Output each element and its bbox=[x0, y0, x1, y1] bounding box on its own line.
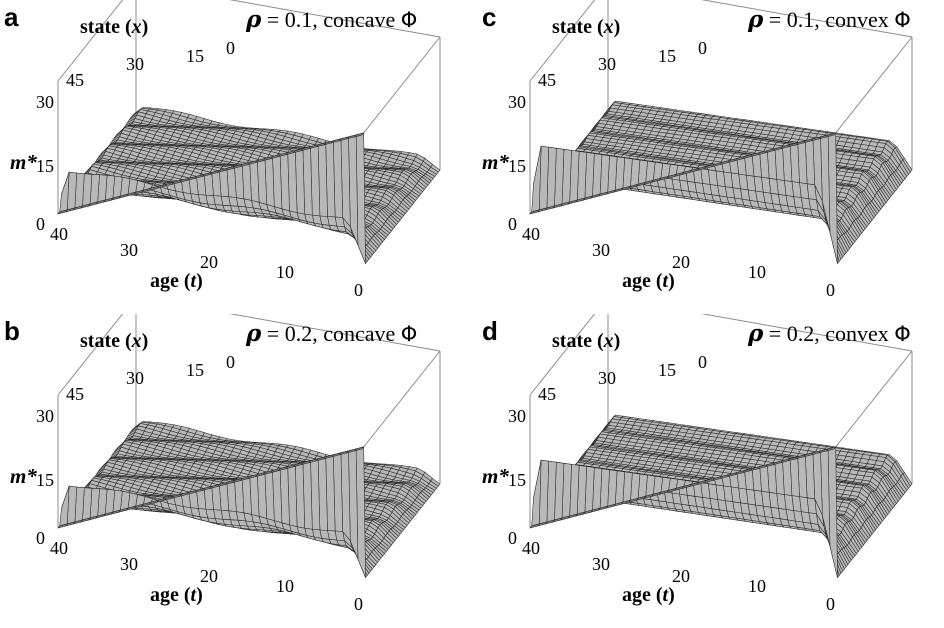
surface-mesh bbox=[57, 107, 441, 265]
age-tick: 30 bbox=[120, 240, 138, 260]
title-rho: ρ bbox=[246, 320, 262, 347]
age-tick: 40 bbox=[50, 224, 68, 244]
state-tick: 15 bbox=[186, 360, 204, 380]
box-edge bbox=[700, 0, 913, 38]
z-axis-label: m* bbox=[10, 150, 37, 174]
state-tick: 0 bbox=[226, 352, 235, 372]
state-tick: 30 bbox=[126, 368, 144, 388]
panel-label-b: b bbox=[4, 316, 20, 346]
age-tick: 0 bbox=[354, 280, 363, 300]
age-tick: 20 bbox=[200, 252, 218, 272]
chart-title-a: ρ = 0.1, concave Φ bbox=[246, 6, 417, 33]
state-label-close: ) bbox=[141, 330, 149, 352]
age-label-close: ) bbox=[196, 584, 203, 606]
axis-box bbox=[529, 0, 913, 214]
surface-plot-a bbox=[57, 0, 441, 265]
z-tick: 30 bbox=[36, 92, 54, 112]
chart-title-b: ρ = 0.2, concave Φ bbox=[246, 320, 417, 347]
age-tick: 10 bbox=[276, 262, 294, 282]
box-edge bbox=[57, 0, 124, 82]
state-label-close: ) bbox=[141, 16, 149, 38]
state-tick: 45 bbox=[66, 70, 84, 90]
state-label-text: state ( bbox=[80, 16, 132, 38]
age-tick: 10 bbox=[276, 576, 294, 596]
state-tick: 30 bbox=[126, 54, 144, 74]
z-tick: 15 bbox=[36, 156, 54, 176]
axis-box bbox=[57, 314, 441, 528]
z-tick: 15 bbox=[36, 470, 54, 490]
state-tick: 15 bbox=[186, 46, 204, 66]
title-text: = 0.1, concave bbox=[261, 7, 401, 32]
age-label-var: t bbox=[190, 270, 197, 292]
state-axis-label: state (x) bbox=[80, 16, 148, 39]
state-label-var: x bbox=[131, 330, 142, 352]
box-edge bbox=[228, 314, 441, 352]
age-tick: 40 bbox=[50, 538, 68, 558]
surface-cell bbox=[57, 209, 69, 215]
z-tick: 30 bbox=[36, 406, 54, 426]
box-edge bbox=[361, 36, 441, 136]
age-label-close: ) bbox=[196, 270, 203, 292]
axis-box bbox=[57, 0, 441, 214]
title-phi: Φ bbox=[400, 8, 418, 32]
state-tick: 0 bbox=[226, 38, 235, 58]
box-edge bbox=[529, 0, 596, 82]
box-edge bbox=[361, 350, 441, 450]
title-text: = 0.2, concave bbox=[261, 321, 401, 346]
age-tick: 20 bbox=[200, 566, 218, 586]
age-axis-label: age (t) bbox=[150, 584, 203, 607]
z-axis-label: m* bbox=[10, 464, 37, 488]
surface-plot-c bbox=[529, 0, 913, 265]
age-label-text: age ( bbox=[150, 584, 191, 606]
title-rho: ρ bbox=[246, 6, 262, 33]
state-tick: 45 bbox=[66, 384, 84, 404]
z-tick: 0 bbox=[36, 528, 45, 548]
box-edge bbox=[833, 36, 913, 136]
age-label-text: age ( bbox=[150, 270, 191, 292]
surface-plot-b bbox=[57, 314, 441, 579]
surface-cell bbox=[57, 523, 69, 529]
age-tick: 30 bbox=[120, 554, 138, 574]
box-edge bbox=[57, 314, 124, 396]
surface-cell bbox=[59, 486, 70, 527]
state-label-text: state ( bbox=[80, 330, 132, 352]
state-axis-label: state (x) bbox=[80, 330, 148, 353]
panel-label-a: a bbox=[4, 2, 19, 32]
surface-mesh bbox=[57, 421, 441, 579]
age-label-var: t bbox=[190, 584, 197, 606]
z-tick: 0 bbox=[36, 214, 45, 234]
title-phi: Φ bbox=[400, 322, 418, 346]
state-label-var: x bbox=[131, 16, 142, 38]
box-edge bbox=[228, 0, 441, 38]
surface-cell bbox=[59, 172, 70, 213]
age-tick: 0 bbox=[354, 594, 363, 614]
age-axis-label: age (t) bbox=[150, 270, 203, 293]
surface-mesh bbox=[529, 100, 913, 265]
